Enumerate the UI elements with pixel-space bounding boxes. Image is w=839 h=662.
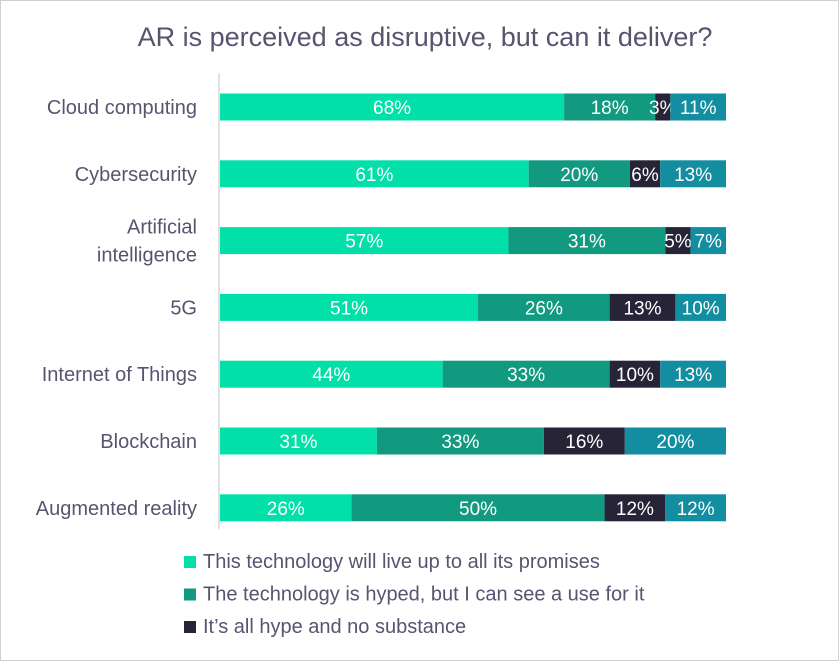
data-label: 61% [355, 165, 393, 186]
data-label: 6% [631, 165, 659, 186]
legend-label: This technology will live up to all its … [203, 551, 600, 573]
data-label: 20% [656, 432, 694, 453]
category-label-line: 5G [170, 297, 197, 319]
data-label: 11% [680, 98, 717, 119]
category-label: Artificial intelligence [97, 217, 197, 267]
chart-title: AR is perceived as disruptive, but can i… [138, 22, 713, 52]
bar-segment [665, 227, 691, 255]
data-label: 44% [312, 365, 350, 386]
bar-segment [220, 93, 565, 121]
category-labels: Cloud computing Cybersecurity Artificial in… [36, 97, 197, 520]
category-label: Internet of Things [42, 364, 197, 386]
bar-segment [609, 360, 661, 388]
data-label: 50% [459, 499, 497, 520]
bars-group: 68% 18% 3% 11% 61% 20% 6% 13% 57% 31% 5% 7% 51% 26% 13… [220, 93, 726, 522]
data-label: 10% [682, 298, 720, 319]
data-label: 18% [591, 98, 629, 119]
bar-segment [609, 293, 676, 321]
data-label: 13% [623, 298, 661, 319]
bar-segment [220, 494, 352, 522]
data-label: 20% [560, 165, 598, 186]
category-label: Blockchain [100, 431, 197, 453]
category-label-line: Cybersecurity [75, 164, 197, 186]
data-label: 33% [507, 365, 545, 386]
data-label: 51% [330, 298, 368, 319]
data-label: 13% [674, 165, 712, 186]
bar-segment [351, 494, 605, 522]
bar-segment [543, 427, 625, 455]
bar-segment [508, 227, 666, 255]
legend-label: It’s all hype and no substance [203, 616, 466, 638]
bar-segment [220, 160, 529, 188]
bar-segment [670, 93, 726, 121]
category-label-line: Cloud computing [47, 97, 197, 119]
bar-segment [629, 160, 661, 188]
category-label-line: Augmented reality [36, 498, 197, 520]
data-label: 5% [664, 232, 692, 253]
data-label: 10% [616, 365, 654, 386]
category-label: Cloud computing [47, 97, 197, 119]
data-label: 12% [616, 499, 654, 520]
category-label-line: Internet of Things [42, 364, 197, 386]
bar-segment [376, 427, 544, 455]
legend-swatch [184, 621, 196, 633]
bar-segment [442, 360, 610, 388]
data-label: 31% [568, 232, 606, 253]
bar-segment [624, 427, 726, 455]
bar-segment [665, 494, 726, 522]
bar-segment [564, 93, 656, 121]
bar-segment [660, 360, 726, 388]
category-label-line: intelligence [97, 245, 197, 267]
data-label: 26% [525, 298, 563, 319]
data-label: 31% [279, 432, 317, 453]
data-label: 26% [267, 499, 305, 520]
bar-segment [690, 227, 726, 255]
bar-segment [220, 293, 479, 321]
bar-segment [604, 494, 666, 522]
legend-swatch [184, 556, 196, 568]
data-label: 57% [345, 232, 383, 253]
category-label: Cybersecurity [75, 164, 197, 186]
legend-swatch [184, 588, 196, 601]
data-label: 68% [373, 98, 411, 119]
bar-segment [655, 93, 671, 121]
data-label: 3% [649, 98, 677, 119]
bar-segment [220, 427, 377, 455]
bar-segment [220, 227, 509, 255]
bar-segment [528, 160, 630, 188]
category-label-line: Artificial [127, 217, 197, 239]
data-label: 16% [565, 432, 603, 453]
legend-label: The technology is hyped, but I can see a… [203, 584, 645, 606]
data-label: 7% [695, 232, 723, 253]
category-label: Augmented reality [36, 498, 197, 520]
bar-segment [478, 293, 610, 321]
category-label-line: Blockchain [100, 431, 197, 453]
data-label: 12% [677, 499, 715, 520]
bar-segment [220, 360, 443, 388]
data-label: 33% [441, 432, 479, 453]
data-label: 13% [674, 365, 712, 386]
legend: This technology will live up to all its … [184, 551, 645, 638]
bar-segment [660, 160, 726, 188]
category-label: 5G [170, 297, 197, 319]
bar-segment [675, 293, 726, 321]
